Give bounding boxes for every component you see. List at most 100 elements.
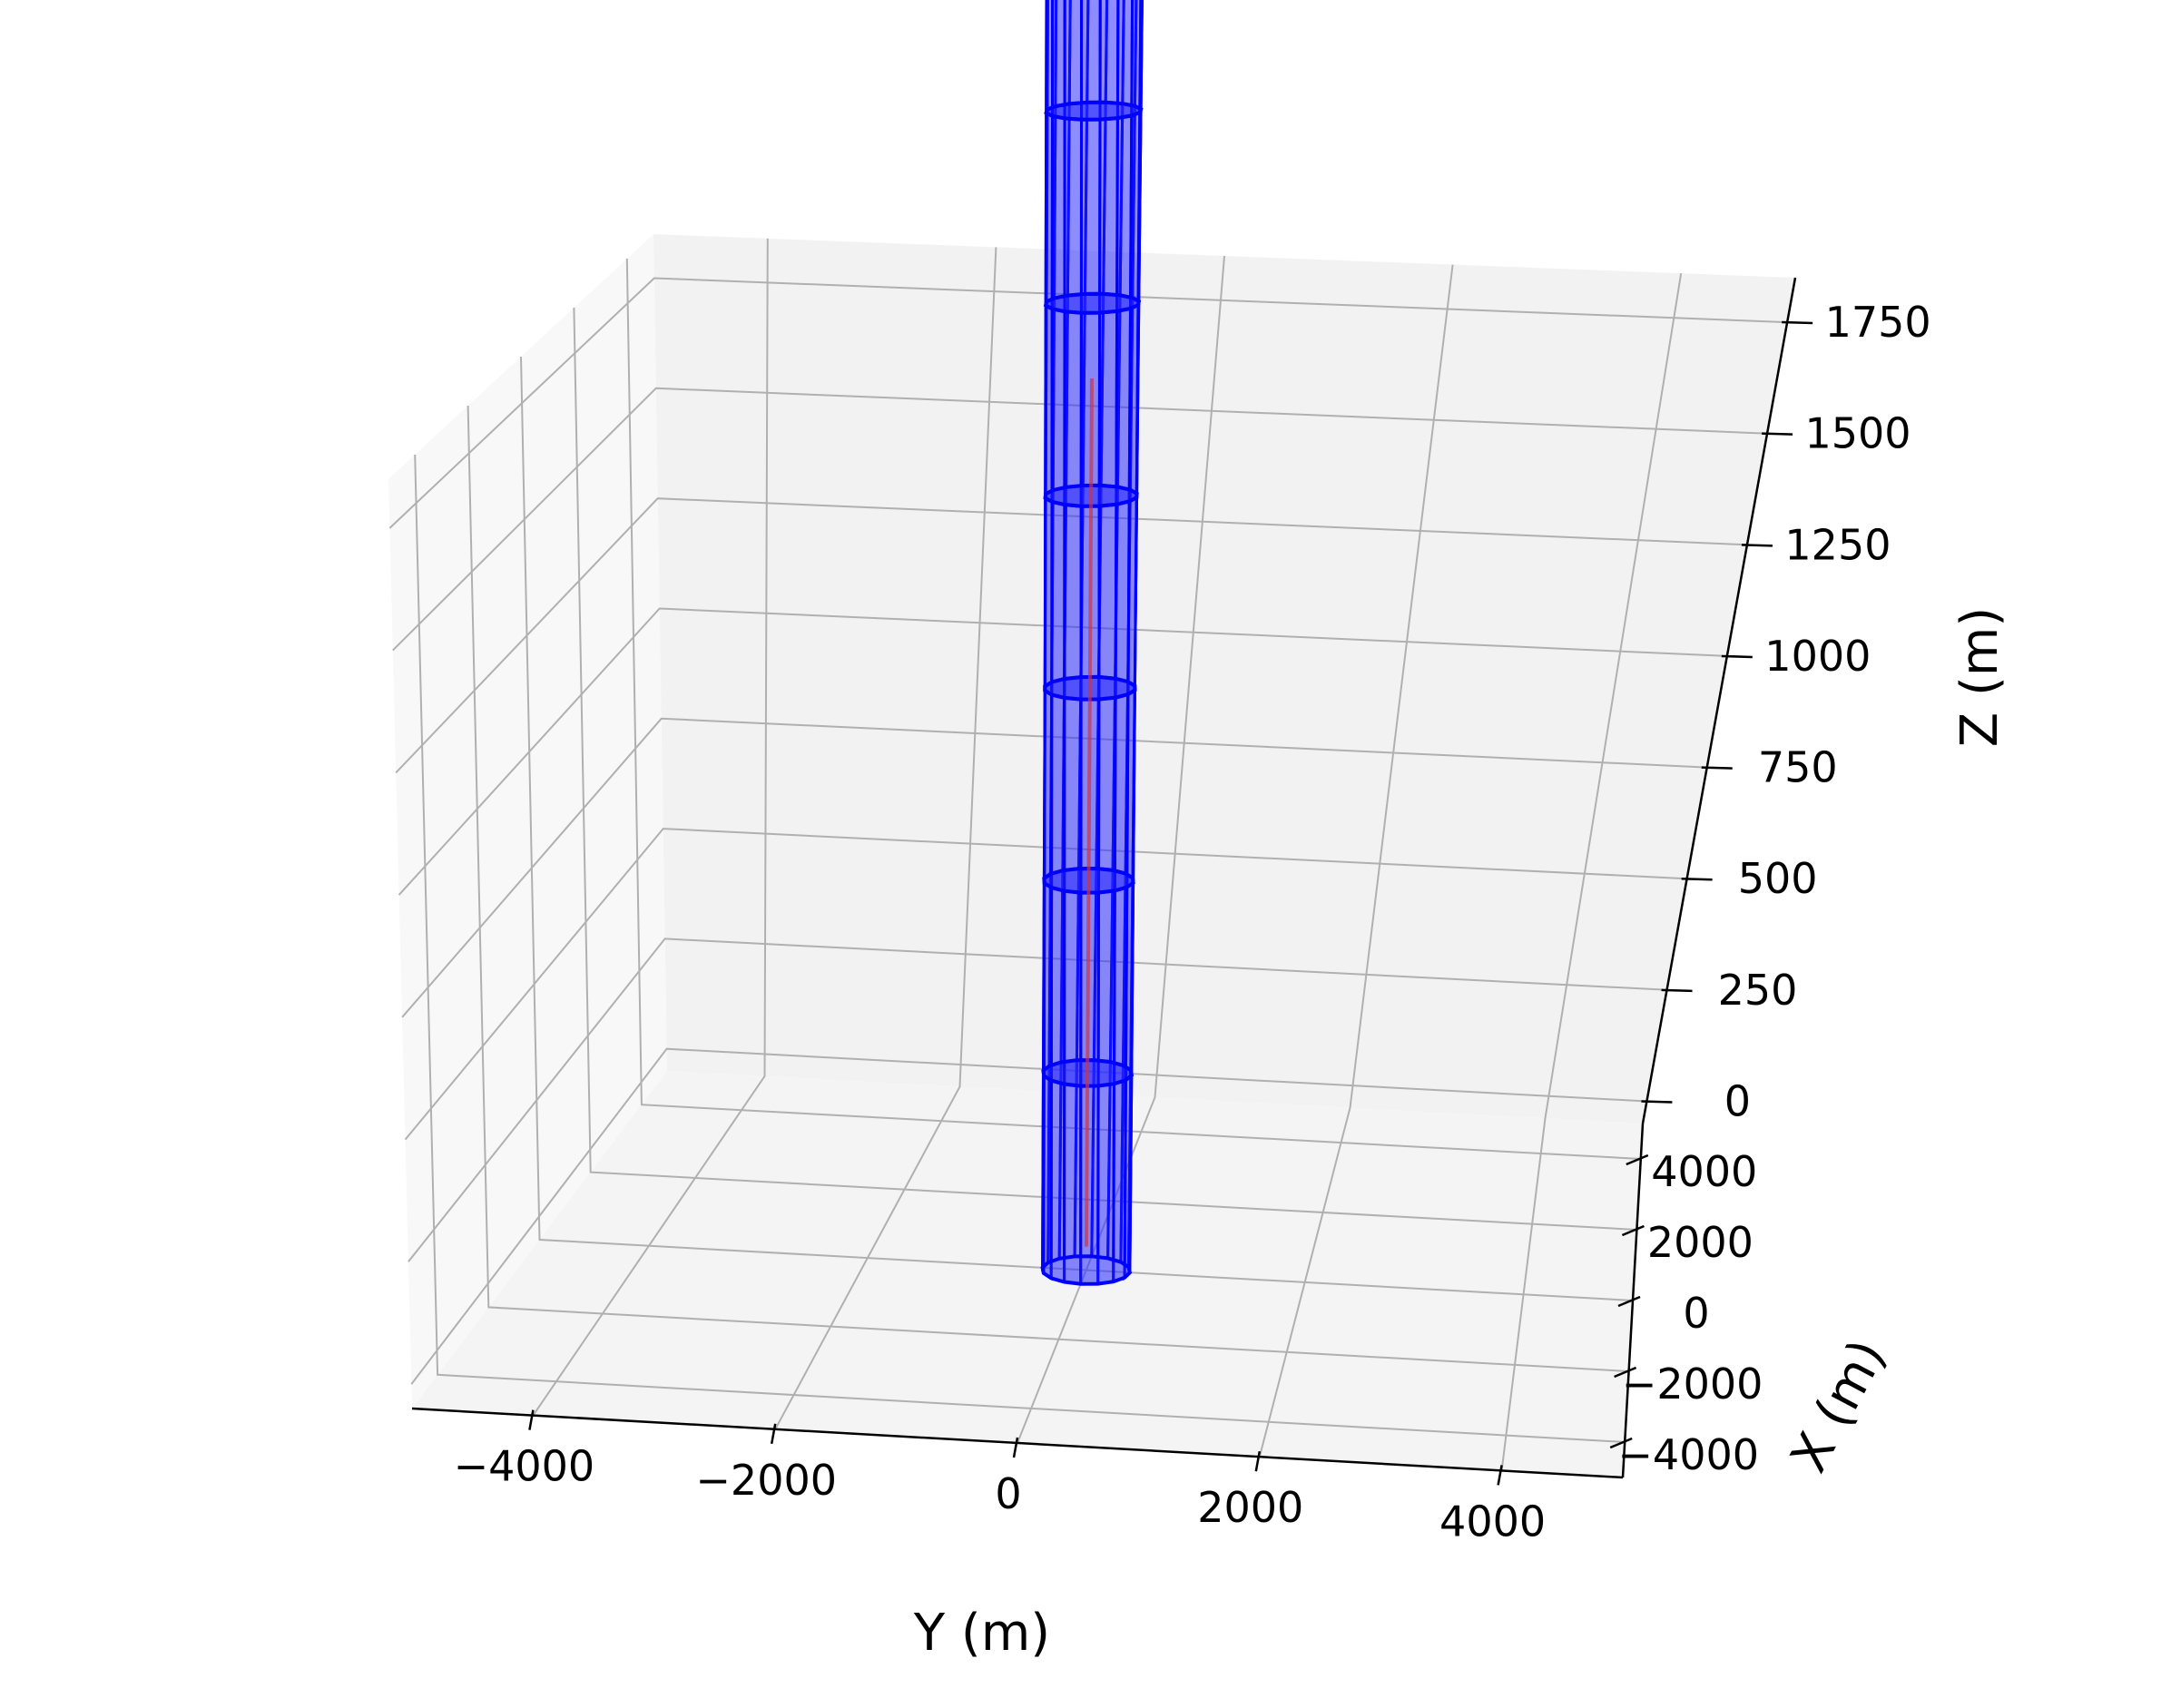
- z-tick: [1701, 766, 1733, 770]
- x-axis-title: X (m): [1780, 1330, 1898, 1482]
- x-tick: [1621, 1224, 1645, 1237]
- segment-face: [1097, 503, 1118, 702]
- z-axis-title: Z (m): [1950, 607, 2009, 747]
- z-tick-label: 1750: [1825, 298, 1931, 347]
- z-tick-label: 250: [1718, 966, 1798, 1015]
- segment-face: [1063, 309, 1083, 508]
- z-tick: [1661, 988, 1693, 993]
- segment-face: [1050, 500, 1066, 700]
- x-tick: [1609, 1437, 1633, 1449]
- segment-face: [1126, 495, 1138, 697]
- axis-panes: [388, 234, 1795, 1477]
- x-tick-label: 4000: [1651, 1147, 1757, 1196]
- z-tick: [1782, 320, 1813, 325]
- segment-face: [1097, 309, 1119, 508]
- y-tick-label: 4000: [1439, 1497, 1546, 1546]
- z-tick-label: 0: [1724, 1076, 1751, 1125]
- x-grid-line: [414, 454, 1626, 1443]
- segment-face: [1125, 687, 1136, 890]
- floor-pane: [412, 1071, 1643, 1477]
- x-grid-line: [573, 307, 1637, 1231]
- y-grid-line: [1500, 273, 1683, 1471]
- y-tick-label: 0: [995, 1469, 1021, 1518]
- column-segment: [1044, 0, 1144, 122]
- y-tick-label: −2000: [695, 1456, 837, 1505]
- back-pane: [653, 234, 1795, 1124]
- segment-face: [1050, 307, 1066, 506]
- x-tick: [1626, 1153, 1649, 1166]
- segment-face: [1096, 695, 1117, 895]
- z-grid-line: [398, 607, 1727, 896]
- segment-face: [1096, 888, 1116, 1088]
- z-grid-line: [410, 1047, 1647, 1385]
- segment-face: [1063, 116, 1084, 315]
- column-segments: [1040, 0, 1144, 1286]
- z-grid-line: [388, 277, 1788, 529]
- segment-top-cap: [1040, 1254, 1133, 1286]
- z-tick: [1762, 432, 1793, 436]
- segment-top-cap: [1044, 100, 1144, 122]
- z-grid-line: [401, 717, 1707, 1018]
- x-grid-line: [467, 405, 1629, 1372]
- y-tick-label: 2000: [1197, 1483, 1303, 1532]
- grid-lines: [388, 238, 1788, 1471]
- x-tick-label: −4000: [1617, 1430, 1759, 1479]
- z-grid-line: [408, 937, 1667, 1262]
- segment-face: [1050, 113, 1066, 314]
- y-tick: [1012, 1437, 1019, 1458]
- segment-face: [1063, 1082, 1083, 1286]
- y-tick: [528, 1409, 535, 1430]
- segment-top-cap: [1043, 291, 1142, 315]
- segment-face: [1079, 1084, 1100, 1286]
- z-tick-label: 1500: [1805, 409, 1911, 458]
- x-tick: [1614, 1366, 1637, 1379]
- x-grid-line: [625, 258, 1641, 1160]
- y-tick: [1254, 1450, 1262, 1472]
- tick-labels: −4000 −2000 0 2000 4000 4000 2000 0 −2000 −4000 0 2…: [454, 298, 1931, 1546]
- z-grid-line: [392, 387, 1768, 652]
- x-tick-label: −2000: [1622, 1360, 1763, 1409]
- z-tick: [1641, 1100, 1673, 1104]
- segment-face: [1098, 116, 1119, 315]
- side-pane: [388, 234, 667, 1409]
- z-tick-label: 1000: [1764, 632, 1871, 681]
- z-tick-label: 750: [1758, 743, 1838, 792]
- z-grid-line: [395, 497, 1747, 774]
- z-tick-label: 500: [1738, 854, 1818, 903]
- segment-face: [1063, 503, 1083, 702]
- z-grid-line: [404, 828, 1687, 1141]
- y-tick: [1497, 1465, 1503, 1486]
- axis-lines: [411, 277, 1813, 1486]
- segment-face: [1124, 879, 1135, 1084]
- z-tick: [1721, 654, 1753, 659]
- y-grid-line: [1258, 264, 1454, 1458]
- y-tick-label: −4000: [454, 1442, 595, 1491]
- segment-face: [1063, 889, 1083, 1088]
- x-grid-line: [520, 356, 1634, 1301]
- y-grid-line: [532, 238, 769, 1417]
- z-tick-label: 1250: [1784, 520, 1891, 569]
- segment-face: [1050, 692, 1066, 893]
- centerline: [1084, 378, 1094, 1247]
- y-grid-line: [774, 247, 997, 1430]
- segment-face: [1063, 696, 1083, 895]
- segment-face: [1049, 886, 1066, 1086]
- y-axis-title: Y (m): [913, 1604, 1050, 1663]
- x-tick: [1617, 1295, 1641, 1308]
- segment-face: [1096, 1082, 1116, 1286]
- y-tick: [770, 1423, 777, 1445]
- column-segment: [1043, 100, 1144, 315]
- segment-face: [1123, 1072, 1134, 1281]
- y-grid-line: [1017, 255, 1225, 1444]
- segment-face: [1128, 110, 1142, 311]
- segment-face: [1130, 0, 1143, 118]
- z-axis-line: [1641, 277, 1797, 1124]
- segment-face: [1049, 1078, 1066, 1284]
- segment-face: [1050, 0, 1066, 121]
- x-tick-label: 2000: [1647, 1218, 1754, 1267]
- x-tick-label: 0: [1683, 1289, 1709, 1338]
- segment-face: [1079, 118, 1102, 315]
- segment-face: [1127, 302, 1140, 504]
